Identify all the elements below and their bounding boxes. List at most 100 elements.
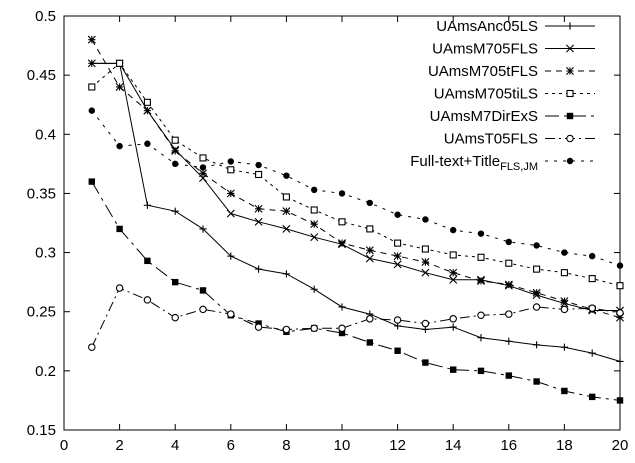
data-point <box>393 260 402 269</box>
data-point <box>450 226 457 234</box>
series-line <box>91 62 621 287</box>
legend-entry: UAmsM705tFLS <box>428 63 595 80</box>
data-point <box>560 297 569 306</box>
data-point <box>87 35 96 44</box>
data-point <box>144 140 151 147</box>
y-tick-label: 0.35 <box>27 185 56 202</box>
legend-marker <box>566 67 574 75</box>
legend-label: Full-text+TitleFLS,JM <box>410 153 538 173</box>
data-point <box>199 154 207 162</box>
legend-entry: UAmsM705tiLS <box>434 86 595 103</box>
data-point <box>366 339 373 346</box>
data-point <box>366 225 374 233</box>
data-point <box>394 239 402 247</box>
data-point <box>282 224 291 233</box>
data-point <box>616 313 624 322</box>
data-point <box>477 230 485 237</box>
data-point <box>338 324 346 333</box>
data-point <box>338 190 346 197</box>
data-point <box>588 275 596 283</box>
data-point <box>227 252 235 260</box>
x-tick-label: 10 <box>334 437 351 454</box>
x-tick-label: 14 <box>445 437 462 454</box>
data-point <box>115 284 124 292</box>
data-point <box>365 246 374 255</box>
data-point <box>560 305 569 314</box>
data-point <box>199 305 207 314</box>
y-tick-label: 0.45 <box>27 67 56 84</box>
data-point <box>533 341 541 349</box>
legend-label: UAmsM705tiLS <box>434 86 538 103</box>
data-point <box>422 216 429 223</box>
data-point <box>116 59 124 67</box>
data-point <box>616 262 624 269</box>
data-point <box>533 378 540 385</box>
x-tick-label: 6 <box>227 437 235 454</box>
data-point <box>421 258 430 267</box>
data-point <box>366 199 373 207</box>
x-tick-label: 0 <box>60 437 68 454</box>
data-point <box>88 107 96 114</box>
x-tick-label: 18 <box>556 437 573 454</box>
x-tick-label: 20 <box>612 437 629 454</box>
data-point <box>172 160 179 168</box>
y-tick-label: 0.4 <box>35 126 56 143</box>
legend-marker <box>566 157 574 165</box>
series-line <box>91 181 621 401</box>
data-point <box>254 217 263 226</box>
series-3 <box>88 59 624 290</box>
data-point <box>477 253 485 261</box>
data-point <box>88 343 96 351</box>
data-point <box>199 287 207 294</box>
data-point <box>310 220 319 229</box>
data-point <box>171 313 179 322</box>
data-point <box>255 265 263 273</box>
data-point <box>282 207 291 216</box>
legend-marker <box>566 112 574 120</box>
data-point <box>227 310 235 318</box>
data-point <box>227 166 235 174</box>
legend-marker <box>566 89 574 98</box>
legend-label: UAmsAnc05LS <box>436 18 538 35</box>
series-1 <box>87 59 624 315</box>
data-point <box>589 393 596 401</box>
legend-label: UAmsM7DirExS <box>430 108 538 125</box>
legend-entry: UAmsAnc05LS <box>436 18 595 35</box>
y-tick-label: 0.25 <box>27 304 56 321</box>
data-point <box>283 172 290 179</box>
data-point <box>533 242 540 249</box>
data-point <box>226 209 235 218</box>
data-point <box>449 315 457 323</box>
data-point <box>532 288 541 297</box>
data-point <box>338 239 346 248</box>
data-point <box>171 136 179 144</box>
data-point <box>171 146 180 155</box>
data-point <box>532 303 541 311</box>
legend-entry: UAmsM705FLS <box>432 41 595 58</box>
data-point <box>199 164 207 171</box>
series-line <box>91 110 621 267</box>
data-point <box>394 347 401 354</box>
data-point <box>588 349 596 357</box>
data-point <box>449 268 458 277</box>
data-point <box>226 189 235 198</box>
data-point <box>477 334 485 342</box>
data-point <box>254 204 263 213</box>
data-point <box>421 268 430 277</box>
data-point <box>255 161 262 169</box>
data-point <box>393 252 402 261</box>
data-point <box>477 276 485 285</box>
data-point <box>365 254 374 263</box>
data-point <box>255 170 263 179</box>
legend-marker <box>566 134 574 143</box>
series-2 <box>87 35 624 322</box>
data-point <box>560 343 568 351</box>
data-point <box>143 296 152 304</box>
legend-label: UAmsT05FLS <box>444 131 538 148</box>
data-point <box>254 323 263 331</box>
data-point <box>338 218 346 226</box>
data-point <box>505 337 513 345</box>
data-point <box>282 270 290 278</box>
y-tick-label: 0.2 <box>35 363 56 380</box>
